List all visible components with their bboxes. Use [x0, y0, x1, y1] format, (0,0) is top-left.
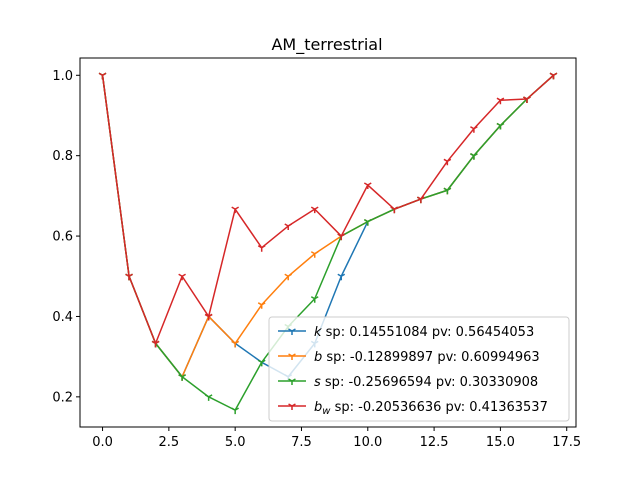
- data-point: [151, 340, 160, 348]
- legend-label: k sp: 0.14551084 pv: 0.56454053: [314, 325, 534, 340]
- series-bw: [98, 72, 558, 348]
- data-point: [523, 96, 531, 103]
- data-point: [231, 206, 240, 214]
- legend-item-bw: bw sp: -0.20536636 pv: 0.41363537: [278, 400, 548, 417]
- y-tick-label: 0.2: [52, 390, 73, 405]
- y-tick-label: 0.6: [52, 230, 73, 245]
- data-point: [98, 72, 107, 80]
- data-point: [470, 153, 478, 160]
- x-tick-label: 15.0: [486, 435, 515, 450]
- x-tick-label: 12.5: [420, 435, 449, 450]
- data-point: [178, 374, 186, 381]
- y-tick-label: 0.4: [52, 310, 73, 325]
- series-line-s: [101, 74, 554, 411]
- data-point: [257, 302, 266, 309]
- data-point: [337, 233, 346, 241]
- data-point: [363, 218, 372, 226]
- legend-stats: sp: 0.14551084 pv: 0.56454053: [322, 325, 535, 340]
- legend-symbol: b: [314, 350, 322, 365]
- x-tick-label: 0.0: [92, 435, 113, 450]
- data-point: [231, 407, 240, 415]
- legend-symbol: k: [314, 325, 322, 340]
- data-point: [125, 273, 133, 281]
- data-point: [310, 251, 319, 258]
- y-tick-label: 1.0: [52, 69, 73, 84]
- series-line-bw: [101, 74, 554, 345]
- data-point: [178, 273, 186, 281]
- legend-stats: sp: -0.12899897 pv: 0.60994963: [322, 350, 539, 365]
- data-point: [390, 206, 399, 214]
- data-point: [204, 313, 213, 321]
- data-point: [257, 245, 266, 252]
- data-point: [549, 72, 558, 80]
- legend-marker: [288, 328, 296, 335]
- legend-stats: sp: -0.25696594 pv: 0.30330908: [321, 375, 538, 390]
- data-point: [310, 206, 319, 214]
- data-point: [284, 273, 293, 281]
- x-tick-label: 17.5: [552, 435, 581, 450]
- chart-title: AM_terrestrial: [271, 35, 382, 55]
- x-tick-label: 2.5: [159, 435, 180, 450]
- data-point: [257, 359, 266, 367]
- legend-item-s: s sp: -0.25696594 pv: 0.30330908: [278, 375, 538, 390]
- x-tick-label: 10.0: [353, 435, 382, 450]
- data-point: [310, 296, 319, 303]
- legend-item-b: b sp: -0.12899897 pv: 0.60994963: [278, 350, 540, 365]
- data-point: [204, 394, 213, 401]
- legend-stats: sp: -0.20536636 pv: 0.41363537: [330, 400, 547, 415]
- legend-label: bw sp: -0.20536636 pv: 0.41363537: [314, 400, 548, 417]
- legend-label: s sp: -0.25696594 pv: 0.30330908: [314, 375, 538, 390]
- y-tick-label: 0.8: [52, 149, 73, 164]
- legend-label: b sp: -0.12899897 pv: 0.60994963: [314, 350, 540, 365]
- data-point: [337, 273, 346, 281]
- data-point: [231, 340, 240, 348]
- legend-box: [268, 316, 570, 422]
- data-point: [443, 187, 452, 195]
- data-point: [443, 158, 452, 166]
- legend-symbol: s: [314, 375, 321, 390]
- data-point: [470, 126, 478, 133]
- axes-frame: [79, 57, 577, 428]
- data-point: [416, 196, 425, 204]
- data-point: [284, 223, 293, 231]
- legend-subscript: w: [322, 406, 331, 417]
- data-point: [496, 97, 505, 105]
- legend-marker: [288, 353, 296, 360]
- axis-ticks: 0.0 2.5 5.0 7.5 10.0 12.5 15.0 17.5 0.2 0.4 0.6 0.8…: [52, 69, 581, 450]
- legend-symbol: b: [314, 400, 322, 415]
- data-point: [363, 182, 372, 190]
- legend-marker: [288, 403, 296, 410]
- legend-item-k: k sp: 0.14551084 pv: 0.56454053: [278, 325, 534, 340]
- data-point: [496, 122, 505, 130]
- x-tick-label: 7.5: [291, 435, 312, 450]
- legend-marker: [288, 378, 296, 385]
- x-tick-label: 5.0: [225, 435, 246, 450]
